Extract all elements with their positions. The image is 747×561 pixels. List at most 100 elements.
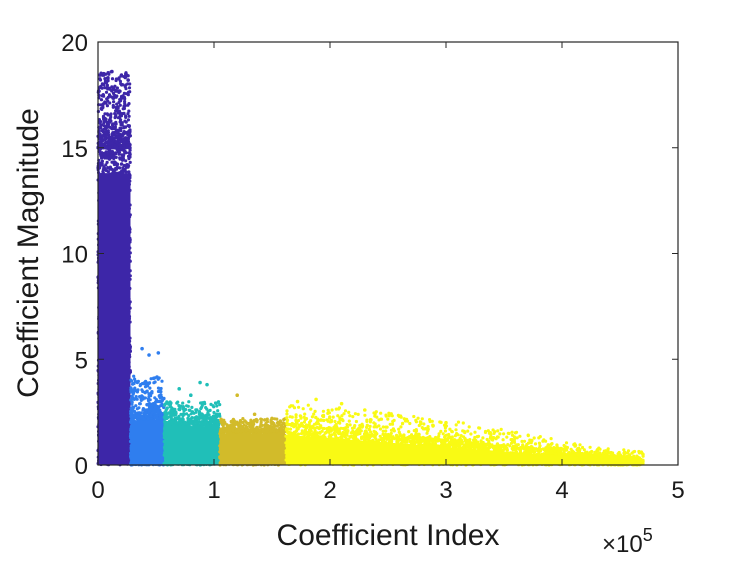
data-point bbox=[99, 98, 104, 102]
data-point bbox=[181, 417, 185, 421]
outlier-point bbox=[140, 346, 144, 351]
data-point bbox=[216, 409, 220, 413]
data-point bbox=[122, 131, 126, 136]
data-point bbox=[104, 90, 109, 94]
data-point bbox=[106, 77, 110, 81]
data-point bbox=[120, 153, 124, 157]
data-point bbox=[100, 155, 104, 159]
data-point bbox=[105, 83, 109, 87]
data-point bbox=[159, 390, 163, 394]
data-point bbox=[106, 71, 110, 75]
data-point bbox=[128, 143, 132, 147]
data-point bbox=[137, 411, 141, 415]
data-point bbox=[116, 111, 120, 115]
data-point bbox=[145, 389, 149, 394]
outlier-point bbox=[110, 69, 114, 74]
data-point bbox=[111, 103, 115, 108]
data-point bbox=[105, 160, 109, 164]
data-point bbox=[147, 402, 152, 406]
data-point bbox=[126, 74, 130, 78]
data-point bbox=[99, 120, 103, 124]
data-point bbox=[103, 112, 107, 116]
data-point bbox=[128, 129, 132, 133]
data-point bbox=[118, 126, 122, 130]
data-point bbox=[108, 101, 112, 105]
data-point bbox=[120, 158, 125, 162]
outlier-point bbox=[119, 74, 123, 78]
data-point bbox=[127, 164, 131, 168]
data-point bbox=[101, 139, 105, 143]
data-point bbox=[117, 89, 121, 93]
series-1-points bbox=[128, 346, 166, 467]
data-point bbox=[126, 137, 130, 141]
data-point bbox=[159, 411, 163, 415]
data-point bbox=[141, 395, 145, 399]
data-point bbox=[150, 391, 154, 395]
data-point bbox=[133, 386, 137, 390]
data-point bbox=[135, 407, 139, 411]
data-point bbox=[128, 90, 132, 94]
data-point bbox=[104, 150, 108, 154]
data-point bbox=[149, 413, 153, 418]
data-point bbox=[159, 417, 163, 421]
data-point bbox=[127, 132, 131, 136]
data-point bbox=[173, 407, 177, 411]
data-point bbox=[130, 379, 134, 383]
data-point bbox=[109, 126, 113, 130]
data-point bbox=[129, 386, 133, 390]
data-point bbox=[128, 152, 132, 157]
data-point bbox=[118, 143, 122, 147]
data-point bbox=[111, 151, 116, 155]
data-point bbox=[109, 153, 113, 157]
data-point bbox=[126, 82, 130, 86]
data-point bbox=[208, 408, 212, 412]
data-point bbox=[163, 411, 167, 415]
data-point bbox=[106, 113, 110, 117]
data-point bbox=[132, 414, 137, 418]
data-point bbox=[111, 160, 115, 164]
data-point bbox=[116, 105, 120, 109]
data-point bbox=[124, 114, 128, 118]
data-point bbox=[113, 112, 117, 116]
data-point bbox=[126, 118, 130, 122]
data-point bbox=[118, 115, 122, 119]
data-point bbox=[114, 140, 118, 144]
data-point bbox=[102, 127, 106, 131]
data-point bbox=[138, 402, 142, 406]
data-point bbox=[113, 130, 117, 135]
data-point bbox=[104, 140, 108, 144]
data-point bbox=[120, 162, 124, 166]
data-point bbox=[106, 170, 110, 174]
data-point bbox=[211, 404, 215, 408]
data-point bbox=[133, 379, 138, 383]
data-point bbox=[127, 170, 131, 174]
data-point bbox=[101, 134, 105, 138]
data-point bbox=[98, 73, 102, 77]
data-point bbox=[124, 170, 128, 174]
data-point bbox=[190, 405, 194, 409]
data-point bbox=[100, 94, 104, 98]
data-point bbox=[126, 103, 130, 107]
outlier-point bbox=[126, 78, 130, 82]
data-point bbox=[175, 401, 179, 405]
data-point bbox=[127, 124, 131, 129]
data-point bbox=[109, 150, 113, 154]
data-point bbox=[154, 405, 158, 409]
data-point bbox=[122, 163, 126, 168]
data-point bbox=[155, 416, 159, 420]
data-point bbox=[118, 166, 122, 170]
data-point bbox=[121, 166, 125, 170]
data-point bbox=[123, 125, 128, 129]
data-point bbox=[123, 119, 127, 123]
data-point bbox=[104, 134, 108, 138]
data-point bbox=[106, 99, 110, 103]
data-point bbox=[143, 380, 147, 385]
data-point bbox=[105, 85, 109, 90]
data-point bbox=[147, 409, 151, 413]
data-point bbox=[123, 167, 127, 171]
data-point bbox=[146, 417, 150, 421]
outlier-point bbox=[151, 376, 156, 381]
data-point bbox=[122, 141, 126, 145]
data-point bbox=[124, 92, 129, 96]
